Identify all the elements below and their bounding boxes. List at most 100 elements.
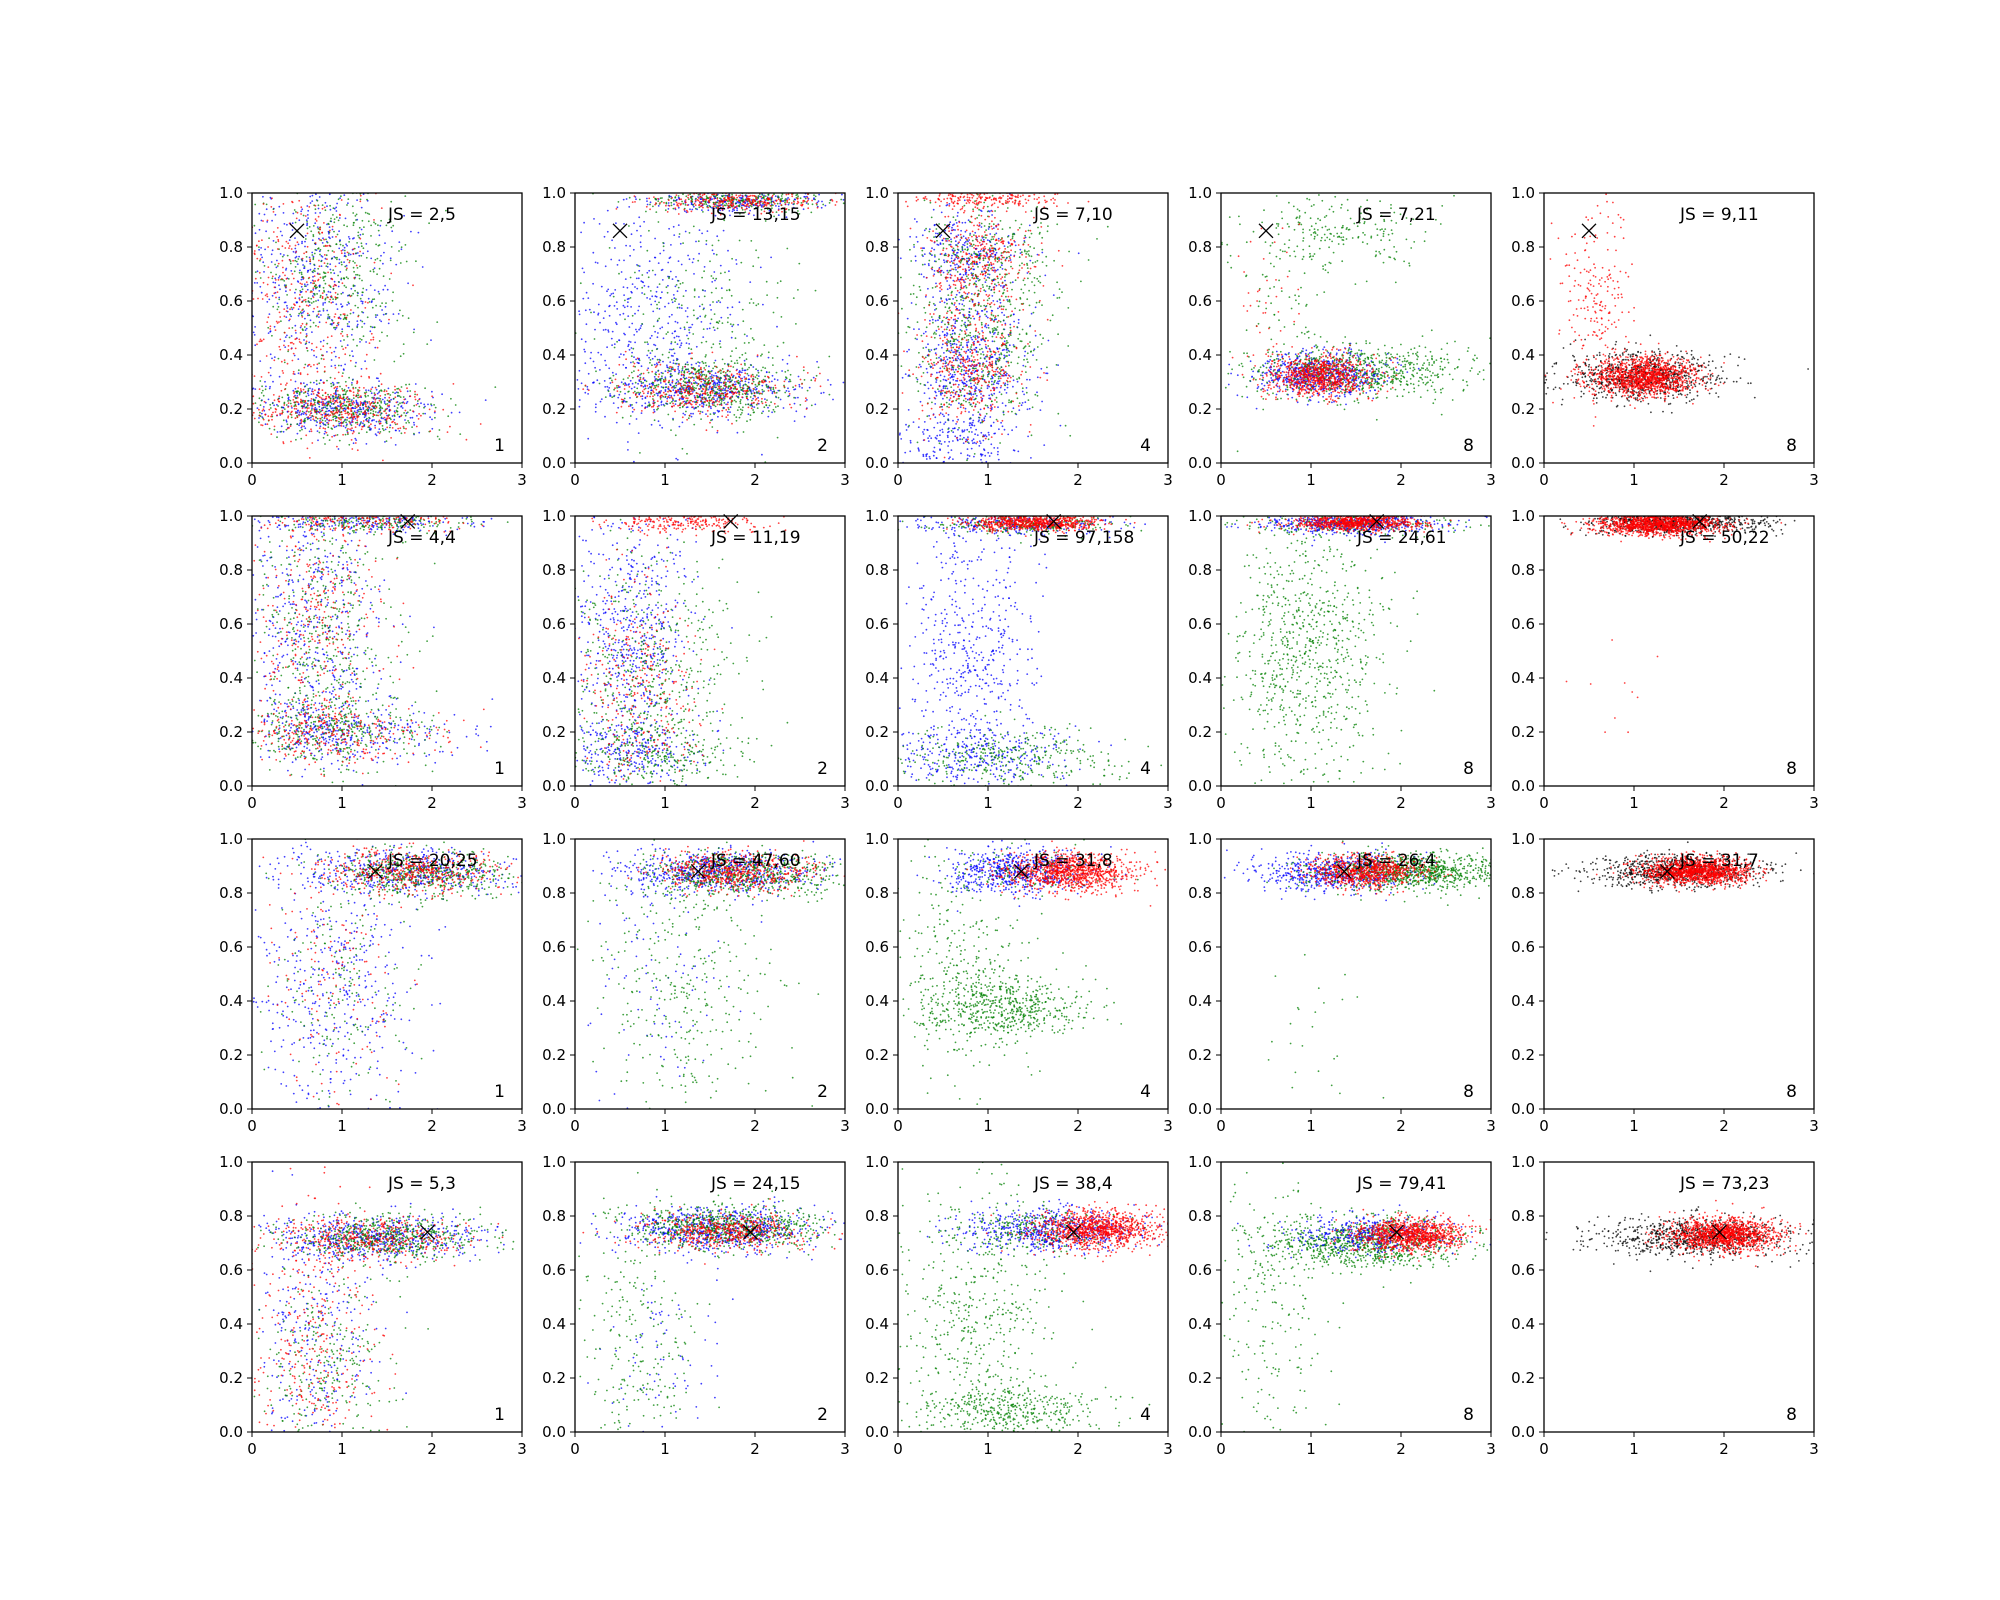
scatter-point xyxy=(405,260,408,263)
scatter-point xyxy=(277,238,280,241)
scatter-point xyxy=(720,388,723,391)
scatter-point xyxy=(400,415,402,418)
scatter-point xyxy=(652,310,655,313)
scatter-point xyxy=(608,367,611,370)
scatter-point xyxy=(697,410,700,412)
scatter-point xyxy=(761,391,764,393)
scatter-point xyxy=(277,306,280,308)
scatter-point xyxy=(276,235,278,238)
scatter-point xyxy=(294,417,297,420)
scatter-point xyxy=(313,419,316,422)
scatter-point xyxy=(649,395,651,398)
scatter-point xyxy=(628,348,631,351)
scatter-point xyxy=(701,402,703,405)
scatter-point xyxy=(335,243,338,246)
scatter-point xyxy=(803,415,806,418)
scatter-point xyxy=(301,283,303,285)
scatter-point xyxy=(648,403,651,405)
scatter-point xyxy=(727,380,729,383)
scatter-point xyxy=(667,261,670,264)
scatter-point xyxy=(587,297,590,299)
scatter-point xyxy=(721,322,724,324)
scatter-point xyxy=(403,412,405,414)
scatter-point xyxy=(739,413,742,416)
scatter-point xyxy=(391,230,394,233)
scatter-point xyxy=(362,404,365,406)
scatter-point xyxy=(741,353,744,356)
scatter-point xyxy=(738,205,741,208)
scatter-point xyxy=(388,278,391,280)
scatter-point xyxy=(728,210,731,212)
scatter-point xyxy=(450,411,453,414)
scatter-point xyxy=(744,403,747,406)
scatter-point xyxy=(697,193,700,196)
scatter-point xyxy=(332,400,334,402)
scatter-point xyxy=(369,284,372,287)
scatter-point xyxy=(327,313,330,316)
scatter-point xyxy=(346,304,348,306)
scatter-point xyxy=(584,391,587,394)
scatter-point xyxy=(328,300,331,303)
scatter-point xyxy=(340,195,342,198)
scatter-point xyxy=(438,429,441,431)
scatter-point xyxy=(346,334,349,336)
scatter-point xyxy=(628,196,631,199)
scatter-point xyxy=(263,400,266,403)
scatter-point xyxy=(706,400,709,403)
scatter-point xyxy=(378,404,381,407)
scatter-point xyxy=(378,397,380,400)
scatter-point xyxy=(298,341,301,343)
scatter-point xyxy=(739,399,742,401)
scatter-point xyxy=(717,199,719,202)
scatter-point xyxy=(396,410,399,413)
scatter-point xyxy=(708,327,711,330)
scatter-point xyxy=(380,320,383,323)
scatter-point xyxy=(716,378,718,381)
scatter-point xyxy=(330,217,332,220)
scatter-point xyxy=(416,402,419,405)
scatter-point xyxy=(409,390,412,392)
scatter-point xyxy=(313,381,315,384)
scatter-point xyxy=(745,358,748,361)
scatter-point xyxy=(657,332,659,334)
scatter-point xyxy=(338,240,341,243)
scatter-point xyxy=(376,346,379,349)
scatter-point xyxy=(317,215,320,218)
scatter-point xyxy=(657,383,660,386)
scatter-point xyxy=(333,221,336,224)
scatter-point xyxy=(398,416,401,418)
scatter-point xyxy=(384,403,387,406)
scatter-point xyxy=(259,411,261,414)
scatter-point xyxy=(739,400,742,403)
scatter-point xyxy=(215,320,217,322)
scatter-point xyxy=(726,411,729,413)
scatter-point xyxy=(701,411,704,413)
scatter-point xyxy=(692,205,695,208)
scatter-point xyxy=(368,301,371,303)
scatter-point xyxy=(379,422,382,425)
scatter-point xyxy=(633,460,635,463)
scatter-point xyxy=(288,427,290,429)
scatter-point xyxy=(360,228,363,231)
scatter-point xyxy=(653,408,655,411)
scatter-point xyxy=(671,332,674,335)
scatter-point xyxy=(369,404,372,406)
scatter-point xyxy=(640,395,642,398)
scatter-point xyxy=(718,403,721,406)
scatter-point xyxy=(347,277,349,280)
scatter-point xyxy=(672,389,675,392)
scatter-point xyxy=(398,389,401,391)
scatter-point xyxy=(265,355,268,357)
scatter-point xyxy=(371,298,374,301)
scatter-point xyxy=(359,401,362,403)
scatter-point xyxy=(693,273,695,275)
scatter-point xyxy=(637,277,640,280)
scatter-point xyxy=(284,346,287,348)
scatter-point xyxy=(675,284,678,286)
scatter-point xyxy=(359,265,361,268)
scatter-point xyxy=(353,431,355,433)
scatter-point xyxy=(290,440,292,443)
scatter-point xyxy=(539,305,541,307)
scatter-point xyxy=(352,311,355,314)
scatter-point xyxy=(594,410,597,413)
